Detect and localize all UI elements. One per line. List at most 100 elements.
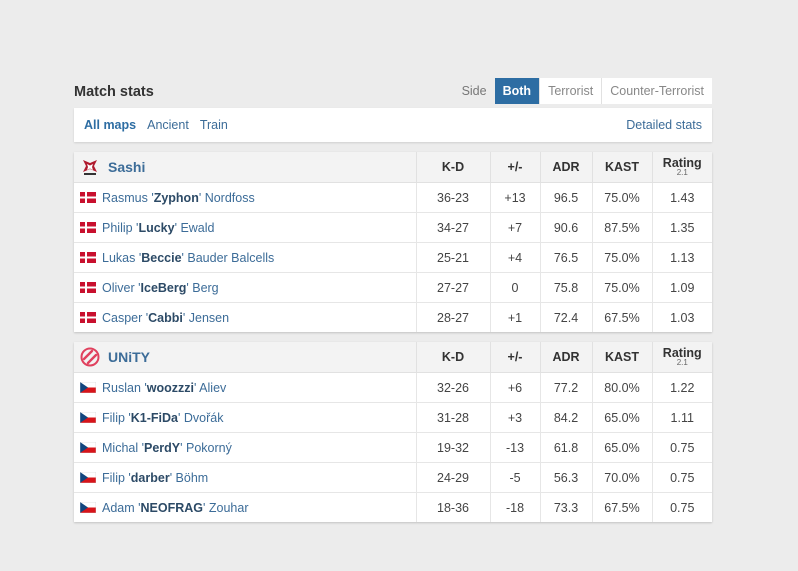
kd-cell: 27-27 <box>415 272 490 303</box>
player-cell: Casper 'Cabbi' Jensen <box>74 302 416 332</box>
plus-minus-cell: -5 <box>489 462 540 493</box>
rating-cell: 0.75 <box>651 432 712 463</box>
czech-flag-icon <box>79 501 97 514</box>
map-tab-all-maps[interactable]: All maps <box>84 118 137 132</box>
page-title: Match stats <box>74 83 154 100</box>
plus-minus-cell: +7 <box>489 212 540 243</box>
player-rows: Ruslan 'woozzzi' Aliev 32-26 +6 77.2 80.0% 1.… <box>74 372 712 522</box>
player-cell: Michal 'PerdY' Pokorný <box>74 432 416 463</box>
player-row: Rasmus 'Zyphon' Nordfoss 36-23 +13 96.5 75.0… <box>74 182 712 213</box>
detailed-stats-link[interactable]: Detailed stats <box>626 118 702 132</box>
adr-cell: 96.5 <box>539 182 592 213</box>
player-nickname: IceBerg <box>140 280 187 295</box>
adr-cell: 61.8 <box>539 432 592 463</box>
player-last-name: Nordfoss <box>204 190 255 205</box>
column-kd: K-D <box>415 342 490 373</box>
kast-cell: 75.0% <box>591 272 652 303</box>
player-name-link[interactable]: Philip 'Lucky' Ewald <box>102 220 215 235</box>
player-row: Adam 'NEOFRAG' Zouhar 18-36 -18 73.3 67.5% 0.… <box>74 492 712 522</box>
denmark-flag-icon <box>80 312 96 323</box>
kd-cell: 32-26 <box>415 372 490 403</box>
player-nickname: Lucky <box>138 220 175 235</box>
player-nickname: NEOFRAG <box>140 500 204 515</box>
kd-cell: 34-27 <box>415 212 490 243</box>
player-nickname: PerdY <box>143 440 181 455</box>
adr-cell: 72.4 <box>539 302 592 332</box>
player-name-link[interactable]: Lukas 'Beccie' Bauder Balcells <box>102 250 275 265</box>
team-name-link[interactable]: Sashi <box>108 159 146 175</box>
kast-cell: 87.5% <box>591 212 652 243</box>
map-tab-train[interactable]: Train <box>199 118 228 132</box>
adr-cell: 56.3 <box>539 462 592 493</box>
kast-cell: 65.0% <box>591 432 652 463</box>
player-name-link[interactable]: Casper 'Cabbi' Jensen <box>102 310 230 325</box>
rating-cell: 1.09 <box>651 272 712 303</box>
czech-flag-icon <box>79 471 97 484</box>
kast-cell: 70.0% <box>591 462 652 493</box>
adr-cell: 84.2 <box>539 402 592 433</box>
player-cell: Adam 'NEOFRAG' Zouhar <box>74 492 416 522</box>
player-name-link[interactable]: Adam 'NEOFRAG' Zouhar <box>102 500 249 515</box>
player-first-name: Adam <box>102 500 135 515</box>
rating-cell: 0.75 <box>651 492 712 522</box>
sashi-logo-icon <box>80 157 100 177</box>
side-terrorist-button[interactable]: Terrorist <box>540 78 603 104</box>
player-first-name: Filip <box>102 410 125 425</box>
denmark-flag-icon <box>80 282 96 293</box>
player-last-name: Bauder Balcells <box>187 250 275 265</box>
denmark-flag-icon <box>80 222 96 233</box>
player-last-name: Dvořák <box>183 410 224 425</box>
player-row: Michal 'PerdY' Pokorný 19-32 -13 61.8 65.0% 0… <box>74 432 712 463</box>
player-last-name: Zouhar <box>208 500 249 515</box>
side-both-button[interactable]: Both <box>494 78 541 104</box>
team-stats-table-sashi: Sashi K-D +/- ADR KAST Rating 2.1 Rasmus… <box>74 152 712 332</box>
column-plus-minus: +/- <box>489 342 540 373</box>
column-adr: ADR <box>539 152 592 183</box>
player-name-link[interactable]: Oliver 'IceBerg' Berg <box>102 280 219 295</box>
player-name-link[interactable]: Filip 'K1-FiDa' Dvořák <box>102 410 224 425</box>
adr-cell: 76.5 <box>539 242 592 273</box>
kd-cell: 25-21 <box>415 242 490 273</box>
player-row: Oliver 'IceBerg' Berg 27-27 0 75.8 75.0% 1.09 <box>74 272 712 303</box>
match-stats-panel: Match stats Side Both Terrorist Counter-… <box>74 78 712 522</box>
side-counter-terrorist-button[interactable]: Counter-Terrorist <box>602 78 712 104</box>
player-last-name: Ewald <box>180 220 215 235</box>
kast-cell: 67.5% <box>591 302 652 332</box>
player-cell: Filip 'darber' Böhm <box>74 462 416 493</box>
player-row: Philip 'Lucky' Ewald 34-27 +7 90.6 87.5% 1.35 <box>74 212 712 243</box>
player-first-name: Filip <box>102 470 125 485</box>
rating-cell: 1.03 <box>651 302 712 332</box>
column-adr: ADR <box>539 342 592 373</box>
player-first-name: Rasmus <box>102 190 148 205</box>
player-name-link[interactable]: Filip 'darber' Böhm <box>102 470 209 485</box>
denmark-flag-icon <box>80 192 96 203</box>
player-nickname: K1-FiDa <box>130 410 179 425</box>
kast-cell: 65.0% <box>591 402 652 433</box>
unity-logo-icon <box>80 347 100 367</box>
kd-cell: 31-28 <box>415 402 490 433</box>
adr-cell: 77.2 <box>539 372 592 403</box>
plus-minus-cell: 0 <box>489 272 540 303</box>
player-row: Lukas 'Beccie' Bauder Balcells 25-21 +4 76.… <box>74 242 712 273</box>
player-cell: Oliver 'IceBerg' Berg <box>74 272 416 303</box>
player-name-link[interactable]: Rasmus 'Zyphon' Nordfoss <box>102 190 255 205</box>
player-first-name: Michal <box>102 440 139 455</box>
player-cell: Rasmus 'Zyphon' Nordfoss <box>74 182 416 213</box>
player-nickname: Beccie <box>141 250 182 265</box>
side-filter-label: Side <box>461 84 487 98</box>
table-header-row: Sashi K-D +/- ADR KAST Rating 2.1 <box>74 152 712 183</box>
player-first-name: Ruslan <box>102 380 141 395</box>
player-name-link[interactable]: Michal 'PerdY' Pokorný <box>102 440 232 455</box>
team-header-cell: UNiTY <box>74 342 416 373</box>
kast-cell: 75.0% <box>591 182 652 213</box>
kd-cell: 28-27 <box>415 302 490 332</box>
team-name-link[interactable]: UNiTY <box>108 349 150 365</box>
player-first-name: Oliver <box>102 280 135 295</box>
column-rating: Rating 2.1 <box>651 342 712 373</box>
kd-cell: 36-23 <box>415 182 490 213</box>
player-first-name: Casper <box>102 310 143 325</box>
player-name-link[interactable]: Ruslan 'woozzzi' Aliev <box>102 380 227 395</box>
kast-cell: 80.0% <box>591 372 652 403</box>
map-tab-ancient[interactable]: Ancient <box>147 118 189 132</box>
column-plus-minus: +/- <box>489 152 540 183</box>
